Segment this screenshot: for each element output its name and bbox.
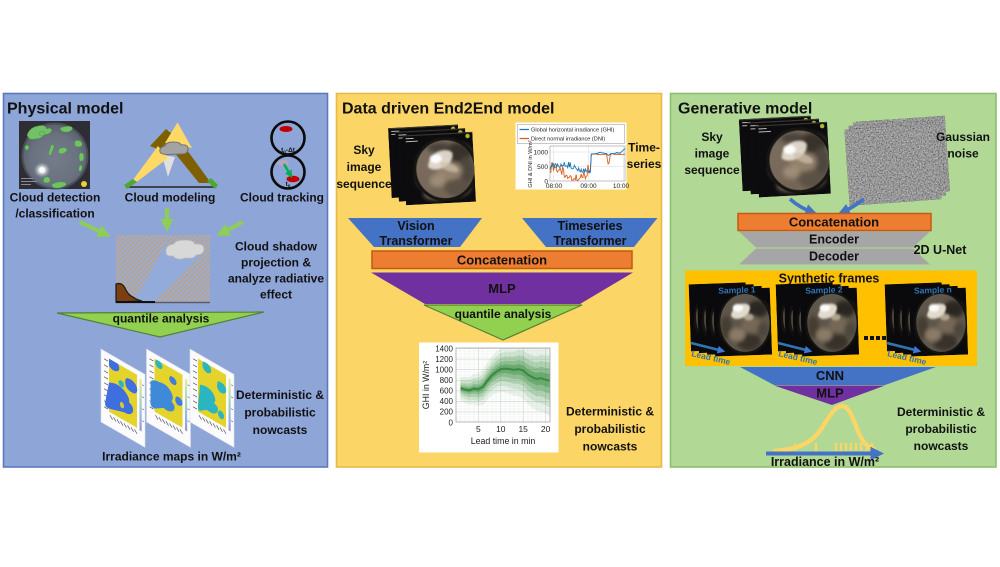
svg-text:nowcasts: nowcasts [583, 440, 638, 454]
svg-text:GHI in W/m²: GHI in W/m² [421, 361, 431, 409]
svg-text:image: image [347, 160, 382, 174]
svg-text:sequence: sequence [684, 163, 740, 177]
svg-text:Synthetic frames: Synthetic frames [779, 272, 880, 286]
svg-text:Lead time in min: Lead time in min [471, 436, 536, 446]
svg-text:probabilistic: probabilistic [244, 406, 316, 420]
svg-text:MLP: MLP [488, 281, 516, 296]
svg-text:10: 10 [496, 424, 506, 434]
svg-text:Concatenation: Concatenation [457, 253, 547, 268]
svg-text:effect: effect [260, 288, 292, 302]
svg-text:2D U-Net: 2D U-Net [914, 243, 968, 257]
svg-text:Direct normal irradiance (DNI): Direct normal irradiance (DNI) [531, 137, 605, 143]
svg-text:Transformer: Transformer [380, 234, 453, 248]
svg-text:Global horizontal irradiance (: Global horizontal irradiance (GHI) [531, 128, 614, 134]
svg-text:projection &: projection & [241, 256, 311, 270]
svg-text:Physical model: Physical model [7, 101, 124, 118]
svg-text:Generative model: Generative model [678, 101, 812, 118]
svg-text:1400: 1400 [435, 344, 453, 353]
svg-text:CNN: CNN [816, 368, 844, 383]
svg-text:800: 800 [440, 376, 454, 385]
svg-text:09:00: 09:00 [580, 183, 597, 190]
svg-text:Decoder: Decoder [809, 250, 859, 264]
svg-text:sequence: sequence [336, 177, 392, 191]
svg-text:Sky: Sky [353, 143, 375, 157]
svg-text:1000: 1000 [534, 149, 549, 156]
svg-text:Encoder: Encoder [809, 233, 859, 247]
svg-text:20: 20 [541, 424, 551, 434]
svg-text:Sample 1: Sample 1 [718, 284, 756, 295]
svg-text:Transformer: Transformer [554, 234, 627, 248]
svg-text:Deterministic &: Deterministic & [566, 405, 654, 419]
svg-text:400: 400 [440, 397, 454, 406]
svg-text:probabilistic: probabilistic [574, 422, 646, 436]
svg-text:Cloud detection: Cloud detection [10, 191, 101, 205]
svg-text:Deterministic &: Deterministic & [236, 388, 324, 402]
svg-text:15: 15 [518, 424, 528, 434]
svg-text:Gaussian: Gaussian [936, 130, 990, 144]
svg-text:t0-Δt: t0-Δt [281, 147, 296, 155]
svg-text:Data driven End2End model: Data driven End2End model [342, 101, 554, 118]
svg-text:quantile analysis: quantile analysis [113, 312, 210, 326]
svg-text:/classification: /classification [15, 207, 94, 221]
svg-text:Vision: Vision [397, 219, 434, 233]
svg-text:0: 0 [544, 178, 548, 185]
svg-text:Irradiance maps in W/m²: Irradiance maps in W/m² [102, 450, 241, 464]
svg-text:probabilistic: probabilistic [905, 422, 977, 436]
svg-text:Cloud modeling: Cloud modeling [125, 191, 216, 205]
svg-text:noise: noise [947, 147, 979, 161]
svg-text:Time-: Time- [628, 141, 660, 155]
svg-text:Irradiance in W/m²: Irradiance in W/m² [771, 455, 879, 469]
svg-text:1200: 1200 [435, 355, 453, 364]
svg-text:t0: t0 [286, 181, 291, 189]
svg-text:5: 5 [476, 424, 481, 434]
svg-text:200: 200 [440, 408, 454, 417]
svg-text:series: series [627, 157, 662, 171]
svg-text:Cloud shadow: Cloud shadow [235, 240, 318, 254]
svg-text:MLP: MLP [816, 386, 844, 401]
svg-text:image: image [695, 147, 730, 161]
svg-text:10:00: 10:00 [613, 183, 630, 190]
svg-text:GHI & DNI in W/m²: GHI & DNI in W/m² [528, 140, 534, 187]
svg-text:1000: 1000 [435, 365, 453, 374]
svg-text:Sky: Sky [701, 130, 723, 144]
svg-text:nowcasts: nowcasts [253, 423, 308, 437]
svg-text:Timeseries: Timeseries [557, 219, 622, 233]
svg-text:nowcasts: nowcasts [914, 439, 969, 453]
svg-text:Deterministic &: Deterministic & [897, 405, 985, 419]
svg-text:quantile analysis: quantile analysis [455, 307, 552, 321]
svg-text:Concatenation: Concatenation [789, 215, 879, 230]
svg-text:08:00: 08:00 [546, 183, 563, 190]
svg-text:Sample n: Sample n [914, 284, 952, 295]
svg-text:Cloud tracking: Cloud tracking [240, 191, 324, 205]
svg-text:600: 600 [440, 387, 454, 396]
svg-text:analyze radiative: analyze radiative [228, 272, 324, 286]
svg-text:0: 0 [449, 418, 454, 427]
svg-text:500: 500 [537, 164, 548, 171]
svg-text:Sample 2: Sample 2 [805, 284, 843, 295]
